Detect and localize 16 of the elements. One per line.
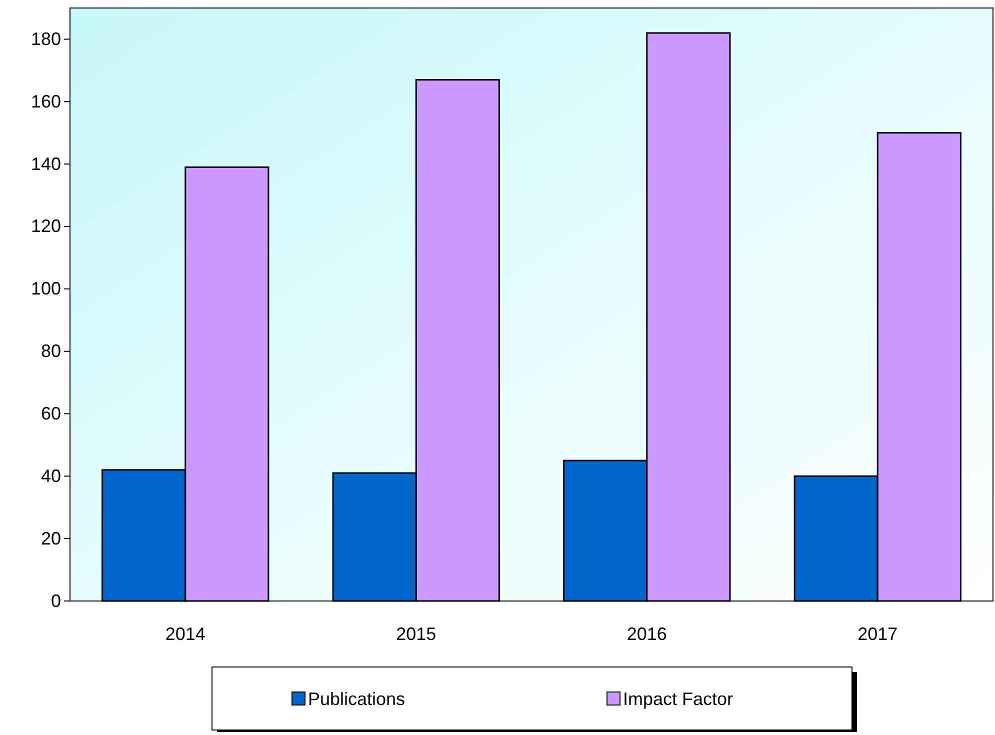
- x-tick-label: 2016: [626, 624, 667, 644]
- y-tick-label: 80: [40, 341, 61, 362]
- legend-label: Impact Factor: [623, 689, 734, 709]
- y-tick-label: 20: [40, 528, 61, 548]
- x-tick-label: 2014: [165, 624, 206, 644]
- legend-label: Publications: [308, 689, 406, 709]
- y-tick-label: 180: [30, 28, 61, 49]
- x-tick-label: 2017: [858, 624, 898, 644]
- y-tick-label: 140: [30, 154, 61, 174]
- y-tick-label: 60: [40, 403, 61, 424]
- y-tick-label: 160: [30, 91, 61, 112]
- x-tick-label: 2015: [396, 624, 436, 644]
- y-tick-label: 120: [30, 216, 61, 236]
- y-tick-label: 0: [50, 590, 61, 611]
- y-tick-label: 40: [40, 466, 61, 486]
- y-tick-label: 100: [30, 278, 61, 299]
